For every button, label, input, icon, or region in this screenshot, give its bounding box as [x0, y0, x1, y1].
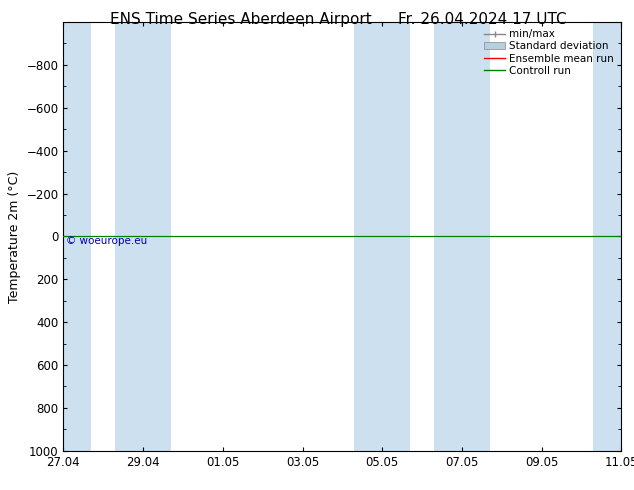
Y-axis label: Temperature 2m (°C): Temperature 2m (°C): [8, 171, 21, 302]
Text: ENS Time Series Aberdeen Airport: ENS Time Series Aberdeen Airport: [110, 12, 372, 27]
Bar: [434, 22, 490, 451]
Bar: [115, 22, 171, 451]
Bar: [593, 22, 623, 451]
Legend: min/max, Standard deviation, Ensemble mean run, Controll run: min/max, Standard deviation, Ensemble me…: [482, 27, 616, 78]
Bar: [354, 22, 410, 451]
Bar: [61, 22, 91, 451]
Text: Fr. 26.04.2024 17 UTC: Fr. 26.04.2024 17 UTC: [398, 12, 566, 27]
Text: © woeurope.eu: © woeurope.eu: [66, 236, 148, 245]
